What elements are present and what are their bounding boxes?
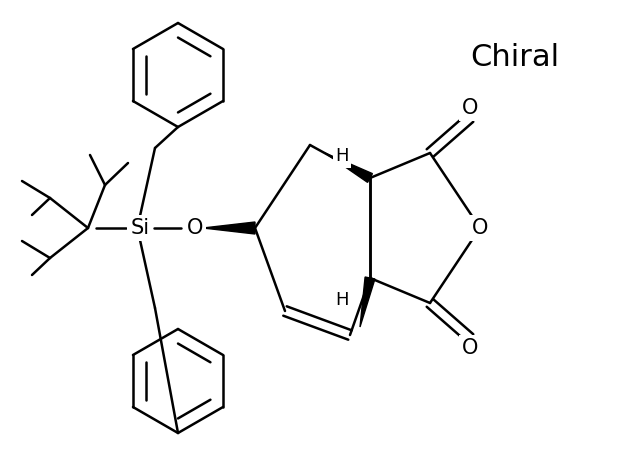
Text: O: O bbox=[472, 218, 488, 238]
Text: O: O bbox=[462, 338, 478, 358]
Text: O: O bbox=[462, 98, 478, 118]
Text: H: H bbox=[335, 147, 349, 165]
Text: H: H bbox=[335, 291, 349, 309]
Text: Si: Si bbox=[131, 218, 150, 238]
Polygon shape bbox=[203, 222, 255, 234]
Text: Chiral: Chiral bbox=[470, 44, 559, 72]
Polygon shape bbox=[325, 153, 372, 183]
Text: O: O bbox=[187, 218, 203, 238]
Polygon shape bbox=[360, 277, 375, 327]
